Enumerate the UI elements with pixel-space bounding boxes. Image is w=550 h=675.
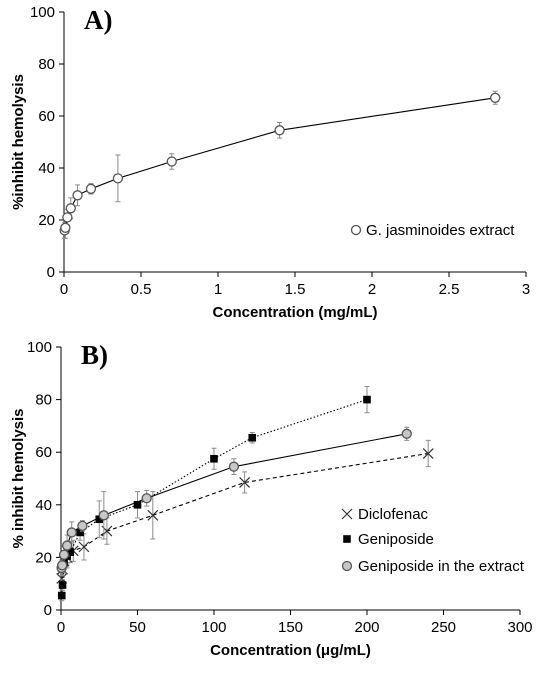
- y-tick-label: 20: [38, 212, 55, 229]
- panel-label: B): [81, 340, 108, 370]
- data-point: [58, 549, 70, 560]
- y-tick-label: 40: [35, 497, 52, 514]
- legend-marker: [343, 535, 351, 543]
- y-tick-label: 60: [38, 108, 55, 125]
- y-tick-label: 0: [44, 602, 52, 619]
- y-tick-label: 0: [47, 264, 55, 281]
- data-point: [77, 520, 88, 531]
- series-g-jasminoides-extract: [59, 90, 501, 239]
- chart-panel-a: 0 20 40 60 80 100 0 0.5 1 1.5 2 2.5 3 Concentration (…: [10, 4, 530, 321]
- data-point: [66, 548, 74, 556]
- panel-label: A): [84, 5, 113, 35]
- data-point: [141, 493, 152, 504]
- data-point: [57, 591, 66, 600]
- legend-marker: [341, 560, 353, 572]
- data-point: [401, 428, 412, 439]
- x-tick-label: 3: [522, 281, 530, 298]
- data-point: [65, 203, 76, 214]
- data-point: [78, 541, 90, 553]
- x-axis-title: Concentration (mg/mL): [213, 304, 378, 321]
- x-tick-label: 1.5: [285, 281, 306, 298]
- y-tick-label: 20: [35, 549, 52, 566]
- data-point: [274, 125, 285, 136]
- data-point: [58, 581, 67, 589]
- series-geniposide-in-the-extract: [56, 426, 412, 577]
- x-tick-label: 300: [507, 619, 532, 636]
- data-point: [166, 156, 177, 167]
- data-point: [57, 560, 68, 571]
- legend-label: Geniposide in the extract: [358, 558, 525, 575]
- x-tick-label: 100: [201, 619, 226, 636]
- x-tick-label: 0: [57, 619, 65, 636]
- x-tick-label: 0.5: [131, 281, 152, 298]
- y-tick-label: 100: [27, 339, 52, 356]
- data-point: [60, 222, 71, 233]
- y-tick-label: 40: [38, 160, 55, 177]
- data-point: [210, 454, 218, 463]
- data-point: [98, 510, 109, 521]
- data-point: [72, 190, 83, 201]
- data-point: [363, 395, 371, 404]
- x-axis-title: Concentration (μg/mL): [210, 642, 371, 659]
- x-tick-label: 250: [431, 619, 456, 636]
- legend-label: G. jasminoides extract: [366, 222, 515, 239]
- y-tick-label: 100: [30, 4, 55, 21]
- data-point: [61, 540, 73, 551]
- legend-marker: [350, 224, 362, 236]
- chart-panel-b: 0 20 40 60 80 100 0 50 100 150 200 250 300 Concentrat…: [10, 339, 533, 659]
- data-point: [490, 92, 501, 103]
- data-point: [112, 173, 124, 184]
- series-line: [61, 433, 407, 569]
- data-point: [66, 527, 77, 538]
- data-point: [228, 461, 240, 472]
- series-line: [61, 452, 429, 579]
- data-point: [95, 515, 104, 524]
- data-point: [85, 183, 97, 194]
- data-point: [133, 501, 142, 509]
- y-axis-title: % inhibit hemolysis: [10, 408, 27, 548]
- x-tick-label: 1: [214, 281, 222, 298]
- data-point: [239, 477, 251, 488]
- x-tick-label: 2.5: [439, 281, 460, 298]
- y-tick-label: 80: [38, 56, 55, 73]
- y-axis-title: %inhibit hemolysis: [10, 74, 27, 210]
- legend-label: Geniposide: [358, 531, 434, 548]
- legend-label: Diclofenac: [358, 506, 429, 523]
- x-tick-label: 2: [368, 281, 376, 298]
- series-line: [64, 97, 496, 231]
- data-point: [76, 528, 84, 537]
- legend-marker: [341, 508, 353, 520]
- y-tick-label: 80: [35, 392, 52, 409]
- x-tick-label: 0: [60, 281, 68, 298]
- x-tick-label: 150: [278, 619, 303, 636]
- series-line: [61, 399, 368, 596]
- y-tick-label: 60: [35, 444, 52, 461]
- x-tick-label: 50: [129, 619, 146, 636]
- data-point: [422, 448, 434, 459]
- x-tick-label: 200: [354, 619, 379, 636]
- data-point: [147, 509, 159, 521]
- data-point: [62, 212, 73, 223]
- data-point: [248, 433, 257, 442]
